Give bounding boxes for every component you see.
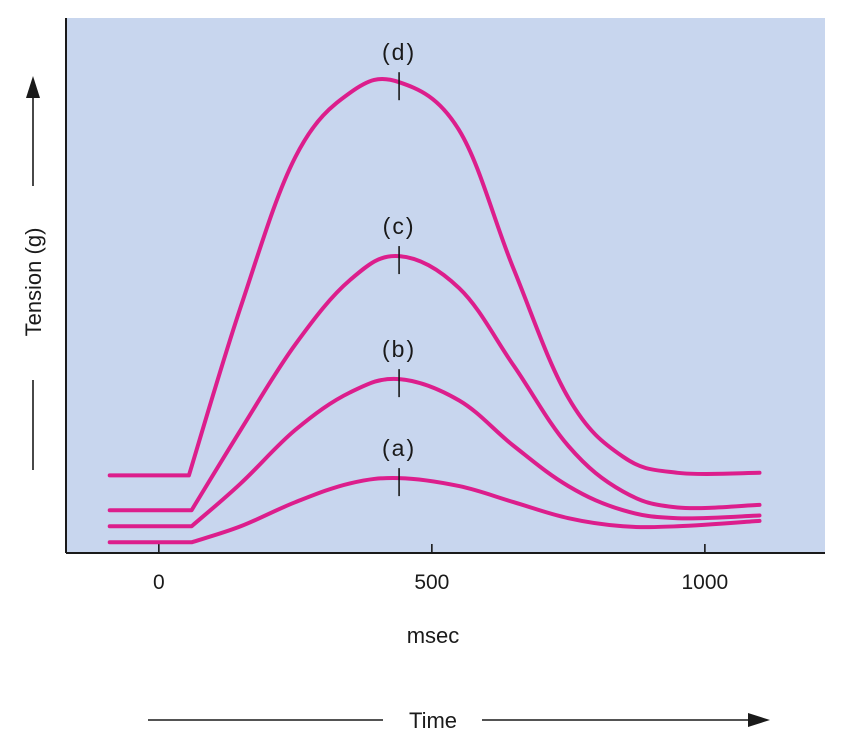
series-line-a [107,476,762,545]
time-arrow-label: Time [409,708,457,733]
curve-label: (d) [382,39,416,65]
curve-label: (b) [382,336,416,362]
curve-labels: (a) (b) (c) (d) [382,39,416,497]
curve-label: (c) [383,213,416,239]
series-layer [107,77,762,545]
curve-label: (a) [382,435,416,461]
y-axis-title: Tension (g) [21,228,46,337]
series-line-d [107,77,762,478]
time-arrow: Time [148,708,770,733]
time-arrow-head [748,713,770,727]
x-ticks: 0 500 1000 [153,544,728,594]
x-tick-label: 1000 [682,571,729,594]
series-line-b [107,376,762,529]
series-line-c [107,254,762,513]
tension-arrow: Tension (g) [21,76,46,470]
tension-arrow-head [26,76,40,98]
x-axis-title: msec [407,623,460,648]
x-tick-label: 500 [414,571,449,594]
x-tick-label: 0 [153,571,165,594]
